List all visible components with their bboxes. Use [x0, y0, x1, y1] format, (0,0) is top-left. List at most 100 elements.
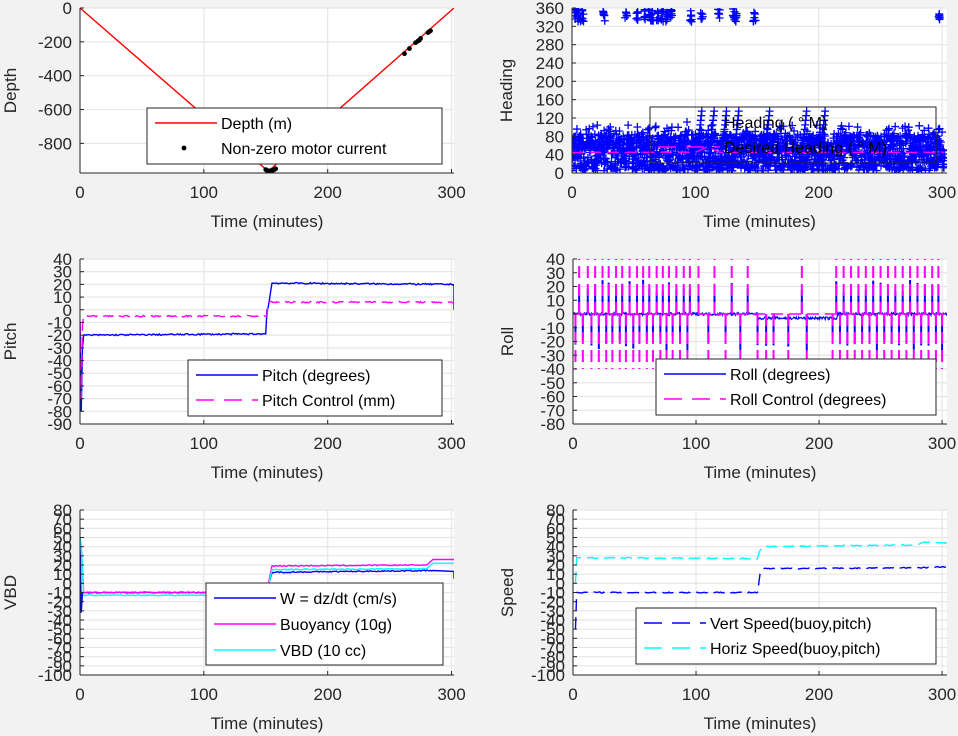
scatter-point — [904, 123, 913, 132]
y-tick-label: -90 — [47, 415, 72, 434]
scatter-point — [600, 126, 609, 135]
chart-vbd: 0 100 200 30080706050403020100-10-20-30-40-… — [1, 501, 466, 733]
y-tick-label: 20 — [546, 278, 565, 297]
scatter-point — [885, 124, 894, 133]
y-tick-label: -70 — [540, 639, 565, 658]
y-tick-label: 70 — [53, 510, 72, 529]
scatter-point — [779, 122, 788, 131]
scatter-point — [572, 125, 581, 134]
scatter-point — [593, 121, 602, 130]
scatter-point — [697, 14, 706, 23]
scatter-point — [774, 134, 783, 143]
scatter-point — [696, 9, 705, 18]
scatter-point — [868, 155, 877, 164]
y-axis-label: Pitch — [1, 323, 20, 361]
scatter-point — [790, 126, 799, 135]
scatter-point — [809, 165, 818, 173]
scatter-point — [624, 121, 633, 130]
y-tick-label: -50 — [47, 364, 72, 383]
scatter-point — [643, 125, 652, 134]
x-tick-label: 300 — [928, 685, 956, 704]
x-tick-label: 0 — [75, 183, 84, 202]
y-tick-label: 0 — [555, 164, 564, 183]
y-tick-label: -60 — [47, 629, 72, 648]
x-tick-label: 300 — [928, 434, 956, 453]
scatter-point — [749, 8, 758, 17]
scatter-point — [668, 11, 677, 20]
x-tick-label: 0 — [568, 434, 577, 453]
scatter-point — [711, 131, 720, 140]
y-tick-label: 40 — [53, 538, 72, 557]
y-tick-label: -10 — [540, 319, 565, 338]
x-tick-label: 100 — [682, 685, 710, 704]
legend-marker — [683, 118, 691, 126]
motor-current-point — [407, 46, 412, 52]
y-tick-label: -80 — [540, 648, 565, 667]
scatter-point — [621, 13, 630, 22]
y-tick-label: -20 — [540, 333, 565, 352]
legend-label: W = dz/dt (cm/s) — [280, 591, 397, 608]
legend: W = dz/dt (cm/s) Buoyancy (10g) VBD (10 cc… — [205, 582, 444, 666]
scatter-point — [917, 165, 926, 173]
legend-label: Pitch Control (mm) — [262, 393, 395, 410]
series-line-0 — [80, 281, 454, 412]
legend-label: Depth (m) — [221, 116, 292, 133]
x-tick-label: 100 — [190, 434, 218, 453]
scatter-point — [707, 121, 716, 130]
chart-roll: 0 100 200 300403020100-10-20-30-40-50-60-70… — [498, 250, 956, 482]
legend: Heading ( ° M) Desired Heading ( ° M) — [649, 106, 937, 164]
y-tick-label: -30 — [540, 602, 565, 621]
scatter-point — [915, 121, 924, 130]
x-tick-label: 200 — [313, 434, 341, 453]
scatter-point — [697, 107, 706, 116]
data-layer — [80, 281, 454, 412]
y-tick-label: -40 — [540, 360, 565, 379]
x-tick-label: 0 — [567, 183, 576, 202]
y-tick-label: -90 — [47, 657, 72, 676]
scatter-point — [615, 127, 624, 136]
legend-label: Pitch (degrees) — [262, 368, 371, 385]
x-axis-label: Time (minutes) — [703, 212, 816, 231]
y-tick-label: 30 — [53, 263, 72, 282]
y-tick-label: 280 — [536, 36, 564, 55]
scatter-point — [640, 8, 649, 16]
motor-current-point — [428, 28, 433, 34]
x-tick-label: 0 — [568, 685, 577, 704]
scatter-point — [633, 8, 642, 16]
y-tick-label: 60 — [546, 519, 565, 538]
series-line-0 — [574, 565, 947, 630]
scatter-point — [839, 153, 848, 162]
y-tick-label: -70 — [540, 401, 565, 420]
motor-current-point — [402, 51, 407, 57]
y-tick-label: 0 — [63, 301, 72, 320]
y-tick-label: 160 — [536, 91, 564, 110]
x-tick-label: 100 — [681, 183, 709, 202]
y-axis-label: Speed — [498, 568, 517, 617]
y-tick-label: 20 — [546, 556, 565, 575]
scatter-point — [853, 123, 862, 132]
scatter-point — [938, 128, 947, 137]
scatter-point — [932, 163, 941, 172]
scatter-point — [579, 152, 588, 161]
scatter-point — [837, 121, 846, 130]
legend-marker — [181, 145, 187, 151]
y-tick-label: -20 — [47, 593, 72, 612]
scatter-point — [633, 122, 642, 131]
x-axis-label: Time (minutes) — [704, 714, 817, 733]
y-tick-label: -40 — [540, 611, 565, 630]
legend-label: Desired Heading ( ° M) — [724, 140, 887, 157]
y-tick-label: 360 — [536, 0, 564, 18]
y-tick-label: 80 — [545, 127, 564, 146]
y-tick-label: -40 — [47, 352, 72, 371]
data-layer — [80, 8, 454, 173]
series-line-1 — [574, 541, 947, 584]
y-tick-label: 70 — [546, 510, 565, 529]
chart-depth: 0 100 200 300 0 -200 -400 -600 -800 Time (minutes… — [1, 0, 466, 231]
scatter-point — [749, 16, 758, 25]
scatter-point — [572, 166, 576, 173]
x-tick-label: 0 — [75, 685, 84, 704]
scatter-point — [765, 107, 774, 116]
scatter-point — [751, 127, 760, 136]
y-tick-label: -40 — [47, 611, 72, 630]
scatter-point — [599, 11, 608, 20]
